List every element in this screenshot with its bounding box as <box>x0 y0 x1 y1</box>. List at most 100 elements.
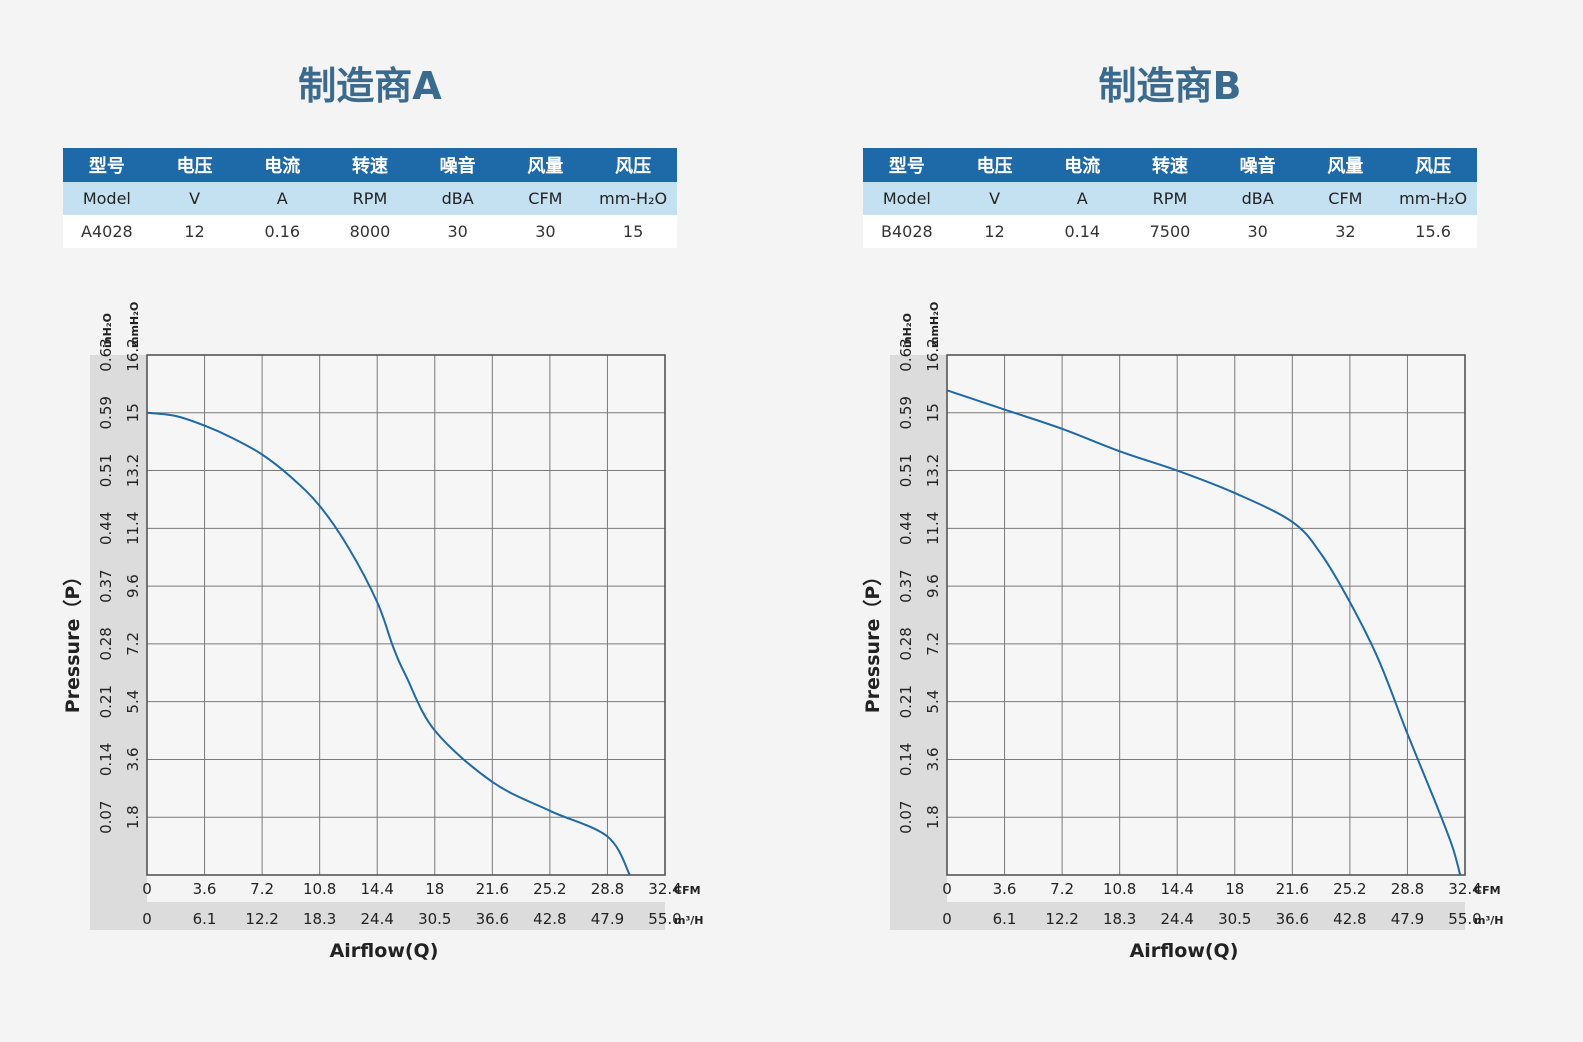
x-tick-label: 28.8 <box>1391 880 1424 898</box>
y2-unit-label: inH₂O <box>101 313 114 348</box>
spec-header-en: CFM <box>501 182 590 215</box>
spec-value-row: B4028 12 0.14 7500 30 32 15.6 <box>863 215 1477 248</box>
x-tick-label: 21.6 <box>476 880 509 898</box>
x2-tick-label: 12.2 <box>1045 910 1078 928</box>
y-tick-label: 15 <box>924 403 942 422</box>
y-tick-label: 7.2 <box>124 632 142 656</box>
spec-table: 型号 电压 电流 转速 噪音 风量 风压 Model V A RPM dBA C… <box>63 148 677 248</box>
spec-value: 8000 <box>326 215 414 248</box>
x-tick-label: 10.8 <box>1103 880 1136 898</box>
y2-tick-label: 0.07 <box>97 801 115 834</box>
x2-unit-label: m³/H <box>674 914 704 927</box>
pq-curve-chart: 0 3.6 7.2 10.8 14.4 18 21.6 25.2 28.8 32.4 0 6.1 12.… <box>61 302 704 962</box>
y-tick-label: 5.4 <box>124 690 142 714</box>
y2-tick-label: 0.28 <box>897 627 915 660</box>
x-tick-label: 32.4 <box>1448 880 1481 898</box>
spec-header-cn: 型号 <box>63 148 151 182</box>
y2-tick-label: 0.14 <box>897 743 915 776</box>
spec-header-en: A <box>1038 182 1127 215</box>
y-tick-label: 16.2 <box>924 338 942 371</box>
panel-maker-b: 制造商B 型号 电压 电流 转速 噪音 风量 风压 Model V A RPM … <box>850 0 1550 1042</box>
spec-header-cn: 电压 <box>950 148 1039 182</box>
x-tick-label: 0 <box>942 880 952 898</box>
spec-value: 30 <box>1213 215 1302 248</box>
y-tick-label: 5.4 <box>924 690 942 714</box>
x-tick-label: 25.2 <box>533 880 566 898</box>
y2-tick-label: 0.21 <box>97 685 115 718</box>
x-tick-label: 0 <box>142 880 152 898</box>
plot-frame <box>946 354 1466 876</box>
y-tick-label: 11.4 <box>924 512 942 545</box>
spec-value: 15 <box>589 215 677 248</box>
spec-header-en-row: Model V A RPM dBA CFM mm-H₂O <box>863 182 1477 215</box>
spec-header-cn: 型号 <box>863 148 951 182</box>
maker-title: 制造商A <box>298 64 442 108</box>
spec-header-cn: 电流 <box>1038 148 1127 182</box>
y-tick-label: 1.8 <box>924 805 942 829</box>
panel-maker-a: 制造商A 型号 电压 电流 转速 噪音 风量 风压 Model V A RPM … <box>50 0 750 1042</box>
plot-frame <box>146 354 666 876</box>
spec-value: 12 <box>150 215 239 248</box>
x2-tick-label: 6.1 <box>993 910 1017 928</box>
x2-tick-label: 36.6 <box>476 910 509 928</box>
x-tick-label: 28.8 <box>591 880 624 898</box>
y-tick-label: 11.4 <box>124 512 142 545</box>
y-axis-title: Pressure（P） <box>861 567 884 714</box>
x2-tick-label: 18.3 <box>1103 910 1136 928</box>
spec-header-cn: 风量 <box>501 148 590 182</box>
y-tick-label: 13.2 <box>124 454 142 487</box>
x-tick-label: 7.2 <box>250 880 274 898</box>
y-tick-label: 9.6 <box>124 574 142 598</box>
x-axis-title: Airflow(Q) <box>330 940 439 962</box>
y2-tick-label: 0.37 <box>897 569 915 602</box>
spec-header-cn: 电压 <box>150 148 239 182</box>
spec-header-en: V <box>950 182 1039 215</box>
y-tick-label: 15 <box>124 403 142 422</box>
y2-tick-label: 0.59 <box>97 396 115 429</box>
x2-tick-label: 6.1 <box>193 910 217 928</box>
pq-curve-line <box>946 389 1462 876</box>
x2-tick-label: 42.8 <box>533 910 566 928</box>
spec-header-en: Model <box>863 182 951 215</box>
spec-header-en: RPM <box>1126 182 1214 215</box>
y-tick-label: 9.6 <box>924 574 942 598</box>
x2-tick-label: 24.4 <box>361 910 394 928</box>
x2-tick-label: 24.4 <box>1161 910 1194 928</box>
y2-tick-label: 0.51 <box>897 454 915 487</box>
y-tick-label: 16.2 <box>124 338 142 371</box>
y2-tick-label: 0.44 <box>97 512 115 545</box>
y-tick-label: 13.2 <box>924 454 942 487</box>
x2-tick-label: 42.8 <box>1333 910 1366 928</box>
x2-axis-band <box>890 902 1465 930</box>
x2-tick-label: 30.5 <box>418 910 451 928</box>
x-unit-label: CFM <box>674 884 701 897</box>
y-axis-band <box>90 355 147 930</box>
x-tick-label: 25.2 <box>1333 880 1366 898</box>
spec-value: 7500 <box>1126 215 1214 248</box>
spec-header-cn: 噪音 <box>1213 148 1302 182</box>
y2-tick-label: 0.51 <box>97 454 115 487</box>
y2-tick-label: 0.21 <box>897 685 915 718</box>
spec-header-en: A <box>238 182 327 215</box>
x-tick-label: 18 <box>1225 880 1244 898</box>
y-axis-band <box>890 355 947 930</box>
spec-header-cn: 风量 <box>1301 148 1390 182</box>
y2-tick-label: 0.28 <box>97 627 115 660</box>
spec-header-en: dBA <box>1213 182 1302 215</box>
spec-value: 0.16 <box>238 215 327 248</box>
x2-tick-label: 55.0 <box>648 910 681 928</box>
y-tick-label: 1.8 <box>124 805 142 829</box>
x-tick-label: 21.6 <box>1276 880 1309 898</box>
spec-header-en-row: Model V A RPM dBA CFM mm-H₂O <box>63 182 677 215</box>
spec-header-en: Model <box>63 182 151 215</box>
spec-value: 0.14 <box>1038 215 1127 248</box>
x2-tick-label: 18.3 <box>303 910 336 928</box>
y2-tick-label: 0.44 <box>897 512 915 545</box>
x-tick-label: 14.4 <box>361 880 394 898</box>
x2-unit-label: m³/H <box>1474 914 1504 927</box>
spec-header-cn-row: 型号 电压 电流 转速 噪音 风量 风压 <box>863 148 1477 182</box>
spec-header-cn-row: 型号 电压 电流 转速 噪音 风量 风压 <box>63 148 677 182</box>
x-tick-label: 14.4 <box>1161 880 1194 898</box>
spec-header-en: CFM <box>1301 182 1390 215</box>
spec-header-cn: 风压 <box>1389 148 1477 182</box>
